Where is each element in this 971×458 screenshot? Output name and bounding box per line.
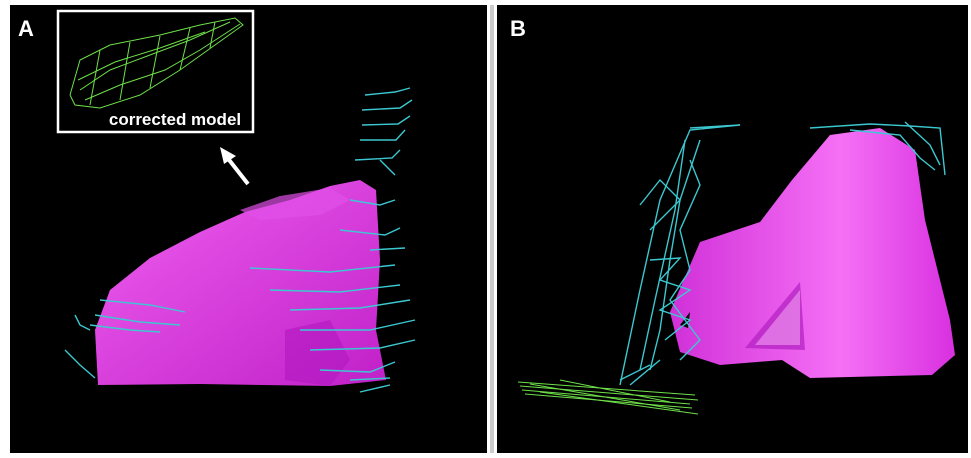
panel-label: A xyxy=(18,16,34,41)
figure: corrected model A B xyxy=(0,0,971,458)
panel-label: B xyxy=(510,16,526,41)
panel-b: B xyxy=(497,5,968,453)
divider-line xyxy=(490,5,494,453)
inset-caption: corrected model xyxy=(109,110,241,129)
panel-a: corrected model A xyxy=(10,5,487,453)
